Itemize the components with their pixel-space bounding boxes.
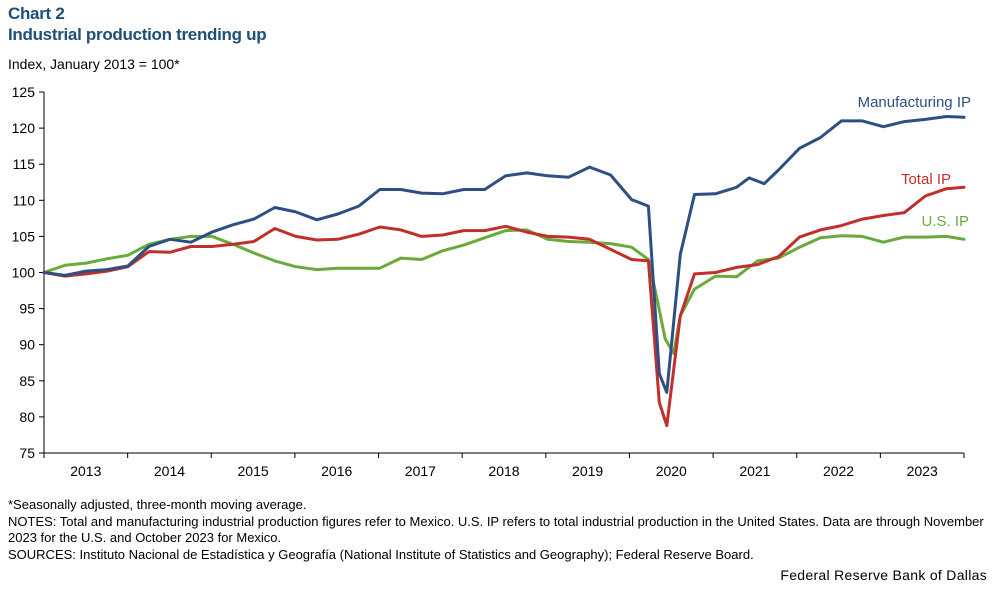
series-labels: Manufacturing IP Total IP U.S. IP xyxy=(858,94,971,230)
x-tick-label: 2016 xyxy=(321,463,352,479)
series-line-total-ip xyxy=(42,185,966,428)
x-tick-label: 2020 xyxy=(656,463,687,479)
y-tick-label: 90 xyxy=(19,337,35,353)
credit: Federal Reserve Bank of Dallas xyxy=(780,567,987,583)
y-tick-label: 100 xyxy=(12,265,36,281)
y-tick-label: 75 xyxy=(19,445,35,461)
x-tick-label: 2022 xyxy=(823,463,854,479)
x-tick-label: 2023 xyxy=(907,463,938,479)
x-tick-label: 2013 xyxy=(70,463,101,479)
y-tick-label: 85 xyxy=(19,373,35,389)
footnote-sources: SOURCES: Instituto Nacional de Estadísti… xyxy=(8,547,754,562)
x-tick-label: 2018 xyxy=(488,463,519,479)
x-tick-label: 2015 xyxy=(238,463,269,479)
series-label-total-ip: Total IP xyxy=(901,171,951,188)
footnote-notes: NOTES: Total and manufacturing industria… xyxy=(8,514,984,545)
y-tick-label: 115 xyxy=(13,156,36,172)
y-tick-label: 95 xyxy=(19,301,35,317)
axes: 75 80 85 90 95 100 105 110 115 120 125 2013 2014 2015… xyxy=(12,84,965,479)
y-tick-label: 80 xyxy=(19,409,35,425)
y-tick-label: 105 xyxy=(12,228,36,244)
series-label-u-s-ip: U.S. IP xyxy=(921,213,969,230)
footnote-asterisk: *Seasonally adjusted, three-month moving… xyxy=(8,497,307,512)
y-axis-label: Index, January 2013 = 100* xyxy=(8,56,180,72)
x-tick-label: 2021 xyxy=(739,463,770,479)
y-tick-label: 120 xyxy=(12,120,36,136)
chart-title: Industrial production trending up xyxy=(8,25,267,44)
chart-number: Chart 2 xyxy=(8,4,65,23)
series-group xyxy=(42,115,966,428)
x-tick-label: 2017 xyxy=(405,463,436,479)
y-tick-label: 125 xyxy=(12,84,36,100)
series-label-manufacturing-ip: Manufacturing IP xyxy=(858,94,971,111)
series-line-manufacturing-ip xyxy=(42,115,966,394)
y-tick-label: 110 xyxy=(13,192,36,208)
line-chart: 75 80 85 90 95 100 105 110 115 120 125 2013 2014 2015… xyxy=(12,84,971,479)
x-tick-label: 2014 xyxy=(154,463,185,479)
x-tick-label: 2019 xyxy=(572,463,603,479)
